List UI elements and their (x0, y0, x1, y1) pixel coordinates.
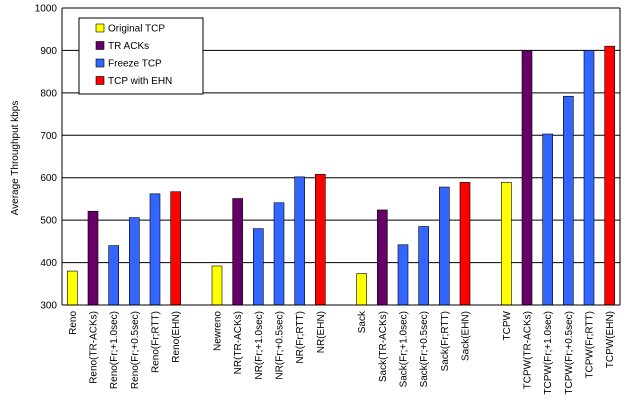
x-category-label: Sack(Fr;+0.5sec) (419, 311, 430, 387)
x-category-label: NR(EHN) (316, 311, 327, 353)
y-tick-label: 1000 (35, 4, 58, 15)
x-category-label: Sack(Fr;RTT) (440, 311, 451, 371)
legend: Original TCP TR ACKs Freeze TCP TCP with EH… (78, 17, 204, 95)
x-category-label: Reno(EHN) (171, 311, 182, 363)
bar (315, 174, 326, 306)
bar (170, 191, 181, 306)
tick-layer: 300 400 500 600 700 800 900 1000 (35, 4, 58, 312)
y-tick-label: 900 (40, 46, 57, 57)
x-category-label: Reno(TR-ACKs) (89, 311, 100, 384)
bar (418, 226, 429, 306)
bar (87, 210, 99, 306)
bar (211, 265, 223, 306)
x-category-label: NR(TR-ACKs) (233, 311, 244, 374)
x-category-label: Sack(EHN) (461, 311, 472, 361)
legend-label: Original TCP (108, 24, 165, 35)
bar (294, 176, 305, 306)
x-category-label: Sack(Fr;+1.0sec) (399, 311, 410, 387)
bar (108, 245, 119, 306)
y-tick-label: 500 (40, 216, 57, 227)
bar (583, 50, 595, 306)
legend-swatch (95, 76, 105, 85)
x-category-label: Reno(Fr;+0.5sec) (130, 311, 141, 389)
x-category-label: NR(Fr;RTT) (295, 311, 306, 364)
y-axis-label: Average Throughput kbps (10, 101, 21, 216)
bar (129, 217, 140, 306)
y-tick-label: 600 (40, 173, 57, 184)
bar (459, 182, 471, 306)
x-category-label: TCPW (502, 310, 513, 340)
x-category-label: NR(Fr;+0.5sec) (275, 311, 286, 380)
legend-label: Freeze TCP (108, 59, 162, 70)
y-tick-label: 800 (40, 88, 57, 99)
x-category-label: TCPW(Fr;+0.5sec) (564, 311, 575, 395)
bar (521, 50, 533, 306)
x-category-label: TCPW(TR-ACKs) (523, 311, 534, 389)
bar (273, 202, 285, 306)
bar (377, 209, 388, 306)
x-category-label: TCPW(EHN) (605, 311, 616, 368)
legend-swatch (95, 58, 105, 68)
legend-swatch (95, 41, 105, 50)
x-category-label: Newreno (213, 311, 224, 351)
bar (356, 273, 367, 306)
bar (149, 193, 161, 306)
legend-label: TR ACKs (108, 41, 149, 52)
category-label-layer: Reno Reno(TR-ACKs) Reno(Fr;+1.0sec) Reno(Fr… (68, 310, 616, 395)
bar (67, 270, 78, 306)
x-category-label: TCPW(Fr;RTT) (585, 311, 596, 379)
y-tick-label: 400 (40, 258, 57, 269)
bar (542, 133, 553, 306)
y-tick-label: 700 (40, 131, 57, 142)
bar (439, 186, 450, 306)
bar (501, 182, 512, 306)
x-category-label: NR(Fr;+1.0sec) (254, 311, 265, 380)
x-category-label: TCPW(Fr;+1.0sec) (543, 311, 554, 395)
bar (253, 228, 264, 306)
x-category-label: Reno(Fr;+1.0sec) (109, 311, 120, 389)
bar (563, 95, 574, 306)
x-category-label: Reno (68, 311, 79, 335)
legend-swatch (95, 23, 105, 33)
bar (232, 198, 243, 306)
legend-label: TCP with EHN (108, 76, 172, 87)
bar (397, 244, 409, 306)
x-category-label: Reno(Fr;RTT) (151, 311, 162, 373)
axis-layer (61, 8, 621, 306)
x-category-label: Sack (357, 310, 368, 333)
bar (604, 45, 615, 306)
x-category-label: Sack(TR-ACKs) (378, 311, 389, 382)
y-tick-label: 300 (40, 301, 57, 312)
